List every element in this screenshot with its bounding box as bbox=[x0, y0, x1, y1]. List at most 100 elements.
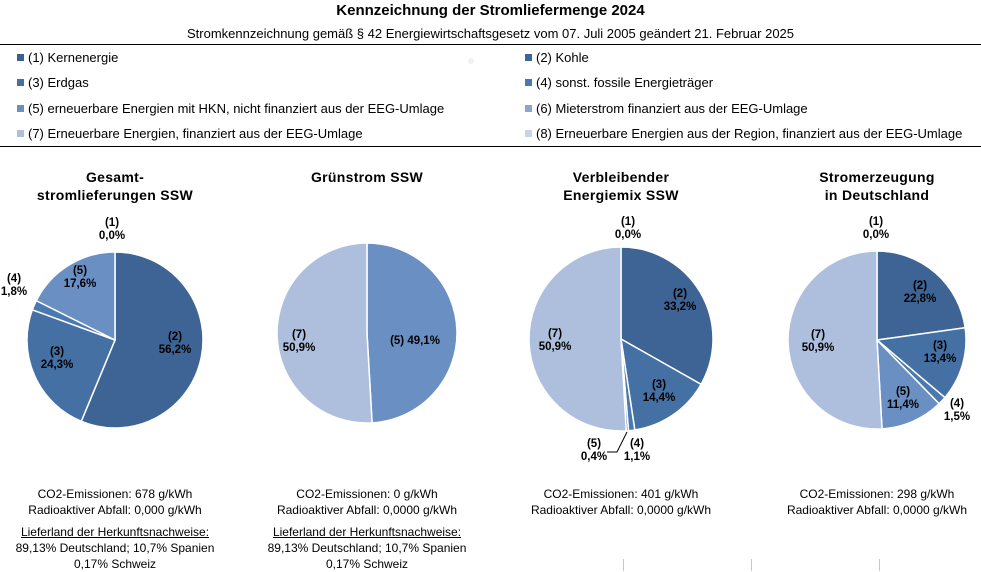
data-label-value: 33,2% bbox=[664, 301, 697, 313]
pie-title-line: in Deutschland bbox=[824, 187, 930, 203]
data-label-category: (7) bbox=[811, 329, 825, 341]
data-label-category: (7) bbox=[292, 329, 306, 341]
data-label: (5) 49,1% bbox=[390, 335, 440, 347]
legend-item-kohle: (2) Kohle bbox=[525, 50, 589, 65]
tick-mark bbox=[879, 559, 880, 571]
co2-emissions: CO2-Emissionen: 0 g/kWh bbox=[296, 487, 438, 501]
data-label-category: (2) bbox=[673, 288, 687, 300]
pie-title-line: Energiemix SSW bbox=[563, 187, 679, 203]
data-label: (7) 50,9% bbox=[283, 329, 316, 354]
pie-chart-gruenstrom: (5) 49,1% (7) 50,9% bbox=[276, 242, 458, 424]
data-label: (3) 13,4% bbox=[924, 340, 957, 365]
pie-slice-7 bbox=[787, 250, 883, 430]
data-label-value: 56,2% bbox=[159, 344, 192, 356]
data-label: (3) 14,4% bbox=[643, 379, 676, 404]
legend-swatch-icon bbox=[17, 130, 24, 137]
pie-title-deutschland: Stromerzeugung in Deutschland bbox=[762, 168, 981, 204]
pie-slice-2 bbox=[876, 250, 966, 341]
data-label-category: (2) bbox=[913, 280, 927, 292]
data-label-value: 22,8% bbox=[904, 293, 937, 305]
data-label: (1) 0,0% bbox=[615, 216, 641, 241]
pie-slice-5 bbox=[366, 242, 458, 424]
legend-top-divider bbox=[0, 44, 981, 45]
legend-label: (1) Kernenergie bbox=[28, 50, 119, 65]
legend-label: (7) Erneuerbare Energien, finanziert aus… bbox=[28, 126, 363, 141]
data-label: (4) 1,1% bbox=[624, 438, 650, 463]
data-label-category: (4) bbox=[7, 273, 21, 285]
pie-title-line: Verbleibender bbox=[572, 169, 670, 185]
pie-slice-3 bbox=[26, 308, 116, 423]
pie-slice-5 bbox=[876, 338, 941, 430]
co2-emissions: CO2-Emissionen: 298 g/kWh bbox=[799, 487, 955, 501]
legend-swatch-icon bbox=[525, 54, 532, 61]
pie-title-line: stromlieferungen SSW bbox=[36, 187, 194, 203]
legend-swatch-icon bbox=[525, 130, 532, 137]
legend-swatch-icon bbox=[17, 105, 24, 112]
legend-swatch-icon bbox=[525, 79, 532, 86]
data-label: (4) 1,5% bbox=[944, 398, 970, 423]
data-label-value: 11,4% bbox=[887, 399, 919, 411]
data-label-value: 13,4% bbox=[924, 353, 957, 365]
legend-label: (6) Mieterstrom finanziert aus der EEG-U… bbox=[536, 101, 808, 116]
data-label-category: (5) bbox=[73, 265, 87, 277]
data-label-value: 17,6% bbox=[64, 278, 97, 290]
origin-heading: Lieferland der Herkunftsnachweise: bbox=[272, 525, 462, 539]
pie-slice-7 bbox=[528, 246, 627, 432]
pie-title-gesamt: Gesamt- stromlieferungen SSW bbox=[0, 168, 230, 204]
pie-slice-3 bbox=[875, 326, 967, 399]
pie-chart-gesamt: (1) 0,0% (2) 56,2% (3) 24,3% (4) 1,8% (5) 17,6% bbox=[1, 217, 204, 429]
data-label: (1) 0,0% bbox=[99, 217, 125, 242]
data-label-category: (1) bbox=[105, 217, 119, 229]
co2-emissions: CO2-Emissionen: 401 g/kWh bbox=[543, 487, 699, 501]
origin-line: 0,17% Schweiz bbox=[325, 557, 409, 571]
data-label-value: 24,3% bbox=[41, 359, 74, 371]
data-label-category: (3) bbox=[652, 379, 666, 391]
data-label-category: (4) bbox=[630, 438, 644, 450]
legend-item-erneuerbare-eeg: (7) Erneuerbare Energien, finanziert aus… bbox=[17, 126, 363, 141]
data-label-value: 0,4% bbox=[581, 451, 607, 463]
tick-mark bbox=[623, 559, 624, 571]
data-label-category: (1) bbox=[869, 216, 883, 228]
data-label-value: 1,5% bbox=[944, 411, 970, 423]
data-label: (2) 56,2% bbox=[159, 331, 192, 356]
legend-swatch-icon bbox=[525, 105, 532, 112]
data-label: (1) 0,0% bbox=[863, 216, 889, 241]
legend-item-erneuerbare-region: (8) Erneuerbare Energien aus der Region,… bbox=[525, 126, 962, 141]
pie-title-gruenstrom: Grünstrom SSW bbox=[252, 168, 482, 186]
data-label: (5) 0,4% bbox=[581, 438, 607, 463]
legend-bottom-divider bbox=[0, 146, 981, 147]
legend-label: (2) Kohle bbox=[536, 50, 589, 65]
co2-emissions: CO2-Emissionen: 678 g/kWh bbox=[37, 487, 193, 501]
data-label-value: 50,9% bbox=[283, 342, 316, 354]
pie-chart-deutschland: (1) 0,0% (2) 22,8% (3) 13,4% (4) 1,5% (5) 11,4% (7… bbox=[787, 216, 970, 430]
data-label-value: 0,0% bbox=[863, 229, 889, 241]
legend-item-kernenergie: (1) Kernenergie bbox=[17, 50, 118, 65]
data-label-category: (5) bbox=[896, 386, 910, 398]
data-label: (4) 1,8% bbox=[1, 273, 27, 298]
data-label-category: (5) bbox=[587, 438, 601, 450]
pie-title-line: Stromerzeugung bbox=[819, 169, 935, 185]
data-label-category: (3) bbox=[933, 340, 947, 352]
pie-slice-5 bbox=[35, 251, 116, 342]
data-label-value: 50,9% bbox=[539, 341, 572, 353]
data-label-category: (2) bbox=[168, 331, 182, 343]
pie-slice-2 bbox=[620, 246, 714, 386]
info-gesamt: CO2-Emissionen: 678 g/kWh Radioaktiver A… bbox=[0, 486, 230, 572]
legend-label: (8) Erneuerbare Energien aus der Region,… bbox=[536, 126, 963, 141]
legend-swatch-icon bbox=[17, 54, 24, 61]
tick-mark bbox=[751, 559, 752, 571]
info-gruenstrom: CO2-Emissionen: 0 g/kWh Radioaktiver Abf… bbox=[252, 486, 482, 572]
legend-item-sonst-fossile: (4) sonst. fossile Energieträger bbox=[525, 75, 713, 90]
legend-label: (5) erneuerbare Energien mit HKN, nicht … bbox=[28, 101, 445, 116]
page-title: Kennzeichnung der Stromliefermenge 2024 bbox=[336, 2, 645, 19]
pie-slice-3 bbox=[620, 337, 703, 431]
data-label: (5) 17,6% bbox=[64, 265, 97, 290]
pie-chart-verbleibend: (1) 0,0% (2) 33,2% (3) 14,4% (4) 1,1% (5) 0,4% (7)… bbox=[528, 216, 714, 463]
data-label-category: (1) bbox=[621, 216, 635, 228]
radioactive-waste: Radioaktiver Abfall: 0,0000 g/kWh bbox=[786, 503, 968, 517]
info-deutschland: CO2-Emissionen: 298 g/kWh Radioaktiver A… bbox=[762, 486, 981, 518]
data-label-value: 0,0% bbox=[99, 230, 125, 242]
legend-item-erneuerbare-hkn: (5) erneuerbare Energien mit HKN, nicht … bbox=[17, 101, 444, 116]
pie-slice-2 bbox=[80, 251, 204, 429]
data-label: (7) 50,9% bbox=[539, 328, 572, 353]
